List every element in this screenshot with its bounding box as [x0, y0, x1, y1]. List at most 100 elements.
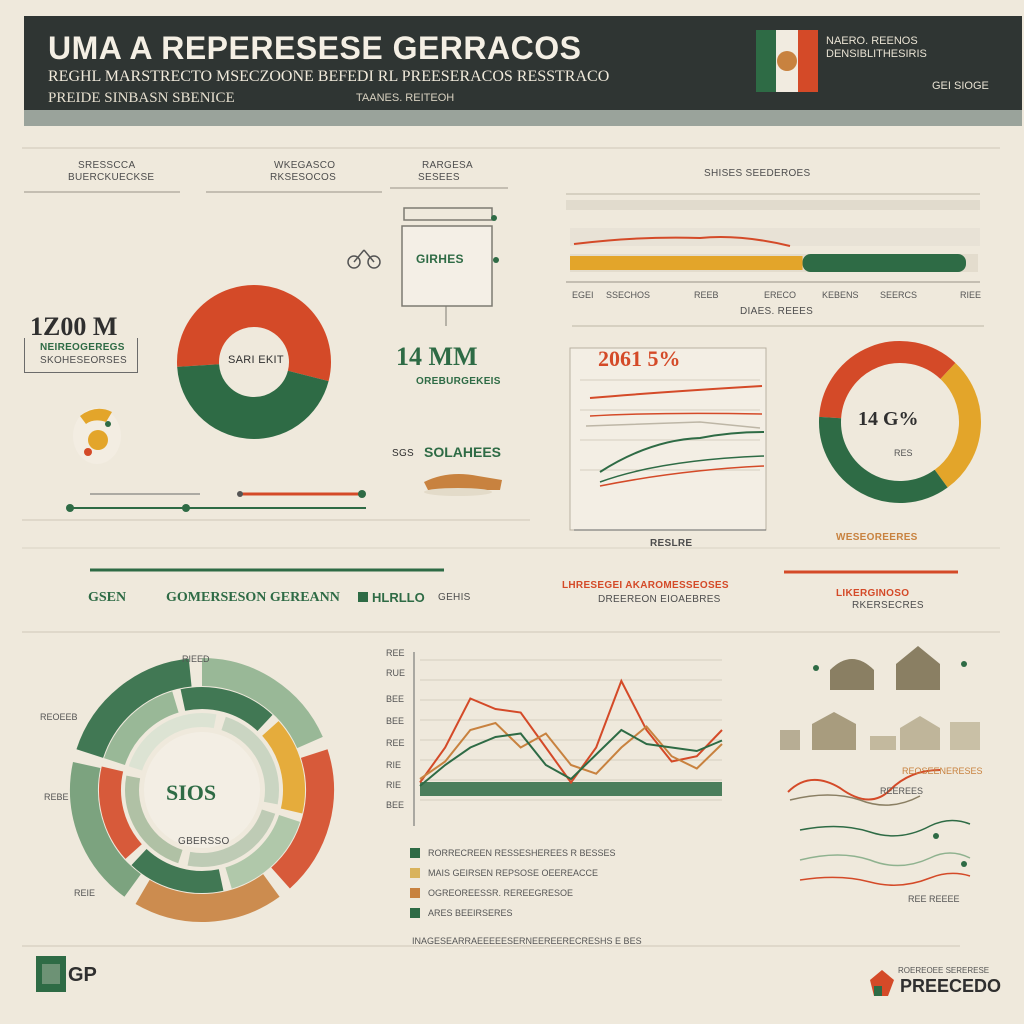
right-stat-label: RESLRE: [650, 538, 693, 549]
radial-tag-1: RIEED: [182, 654, 210, 664]
radial-ring-1-seg-5: [99, 766, 143, 859]
legend-label-2: MAIS GEIRSEN REPSOSE OEEREACCE: [428, 868, 599, 878]
stat3-prefix: SGS: [392, 448, 415, 459]
legend-swatch-3: [410, 888, 420, 898]
shoe-illustration-icon: [418, 460, 510, 500]
stat1-label: NEIREOGEREGS: [40, 342, 125, 353]
header-flag-icon: [756, 30, 818, 92]
right-foot-left-a: LHRESEGEI AKAROMESSEOSES: [562, 580, 729, 591]
right-stat-value: 2061 5%: [598, 346, 681, 371]
y-label-8: BEE: [386, 800, 405, 810]
right-tick-2: SSECHOS: [606, 290, 651, 300]
stat2-label: OREBURGEKEIS: [416, 376, 501, 387]
legend-label-3: OGREOREESSR. REREEGRESOE: [428, 888, 574, 898]
mid-label-1: GSEN: [88, 590, 127, 605]
radial-ring-0-seg-3: [135, 873, 280, 922]
right-subtitle: DIAES. REEES: [740, 306, 814, 317]
right-foot-right-b: RKERSECRES: [852, 600, 924, 611]
bottom-right-label-2: REEREES: [880, 786, 924, 796]
bottom-right-label-1: REOSEENERESES: [902, 766, 983, 776]
radial-center-label: SIOS: [166, 780, 217, 805]
package-illustration-icon: [396, 200, 500, 330]
col1-label-a: SRESSCCA: [78, 160, 136, 171]
baseline-band: [420, 782, 722, 796]
footer-right-logo: PREECEDO: [900, 976, 1002, 996]
stat2-value: 14 MM: [396, 342, 478, 371]
radial-ring-0-seg-0: [76, 658, 192, 759]
box-label: GIRHES: [416, 252, 464, 266]
donut2-slice-0: [819, 341, 956, 419]
y-label-4: BEE: [386, 716, 405, 726]
radial-ring-1-seg-4: [131, 848, 224, 893]
header-bar: [24, 16, 1022, 110]
legend-swatch-1: [410, 848, 420, 858]
y-label-2: RUE: [386, 668, 406, 678]
stat1-value: 1Z00 M: [30, 312, 118, 341]
col1-label-b: BUERCKUECKSE: [68, 172, 155, 183]
donut2-slice-2: [819, 416, 948, 503]
right-tick-7: RIEE: [960, 290, 982, 300]
radial-ring-0-seg-4: [70, 762, 142, 897]
col3-label-a: RARGESA: [422, 160, 474, 171]
header-right-text: NAERO. REENOS DENSIBLITHESIRIS: [826, 35, 927, 60]
donut1-slice-1: [177, 363, 329, 439]
radial-ring-0-seg-1: [201, 658, 323, 749]
fruit-illustration-icon: [66, 396, 128, 468]
footer-left-logo-icon: [36, 956, 66, 992]
header-strip: [24, 110, 1022, 126]
y-label-3: BEE: [386, 694, 405, 704]
y-label-7: RIE: [386, 780, 402, 790]
stat1-box: [24, 338, 138, 373]
page-title: UMA A REPERESESE GERRACOS: [48, 30, 582, 66]
y-label-5: REE: [386, 738, 405, 748]
header-right-text-2: GEI SIOGE: [932, 80, 989, 92]
progress-bar-green: [802, 254, 966, 272]
mid-label-3: HLRLLO: [372, 590, 425, 605]
col2-label-a: WKEGASCO: [274, 160, 336, 171]
right-footer-label: WESEOREERES: [836, 532, 918, 543]
page-subtitle-2: PREIDE SINBASN SBENICE: [48, 90, 235, 106]
legend-swatch-2: [410, 868, 420, 878]
radial-ring-1-seg-0: [104, 691, 179, 766]
bike-icon: [344, 242, 384, 272]
stat3-value: SOLAHEES: [424, 444, 502, 460]
right-foot-left-b: DREEREON EIOAEBRES: [598, 594, 721, 605]
right-tick-3: REEB: [694, 290, 719, 300]
radial-ring-0-seg-2: [270, 749, 334, 889]
series-line-0: [419, 678, 723, 785]
right-tick-5: KEBENS: [822, 290, 859, 300]
radial-ring-1-seg-3: [225, 814, 300, 889]
radial-tag-4: REIE: [74, 888, 96, 898]
donut2-sub-label: RES: [894, 448, 913, 458]
bottom-right-label-3: REE REEEE: [908, 894, 960, 904]
col2-label-b: RKSESOCOS: [270, 172, 337, 183]
right-tick-4: ERECO: [764, 290, 797, 300]
radial-ring-2-seg-3: [125, 775, 183, 864]
radial-ring-2-seg-0: [128, 713, 217, 771]
right-foot-right-a: LIKERGINOSO: [836, 588, 910, 599]
radial-ring-2-seg-2: [187, 809, 276, 867]
legend-label-4: ARES BEEIRSERES: [428, 908, 513, 918]
radial-center-disc: [144, 732, 260, 848]
radial-tag-3: REBE: [44, 792, 69, 802]
series-line-2: [419, 728, 723, 787]
stat1-sublabel: SKOHESEORSES: [40, 355, 127, 366]
legend-label-1: RORRECREEN RESSESHEREES R BESSES: [428, 848, 616, 858]
col3-label-b: SESEES: [418, 172, 460, 183]
mid-label-2: GOMERSESON GEREANN: [166, 590, 340, 605]
y-label-6: RIE: [386, 760, 402, 770]
mid-legend-swatch: [358, 592, 368, 602]
page-subtitle: REGHL MARSTRECTO MSECZOONE BEFEDI RL PRE…: [48, 68, 610, 85]
radial-center-sub: GBERSSO: [178, 836, 230, 847]
right-tick-6: SEERCS: [880, 290, 918, 300]
